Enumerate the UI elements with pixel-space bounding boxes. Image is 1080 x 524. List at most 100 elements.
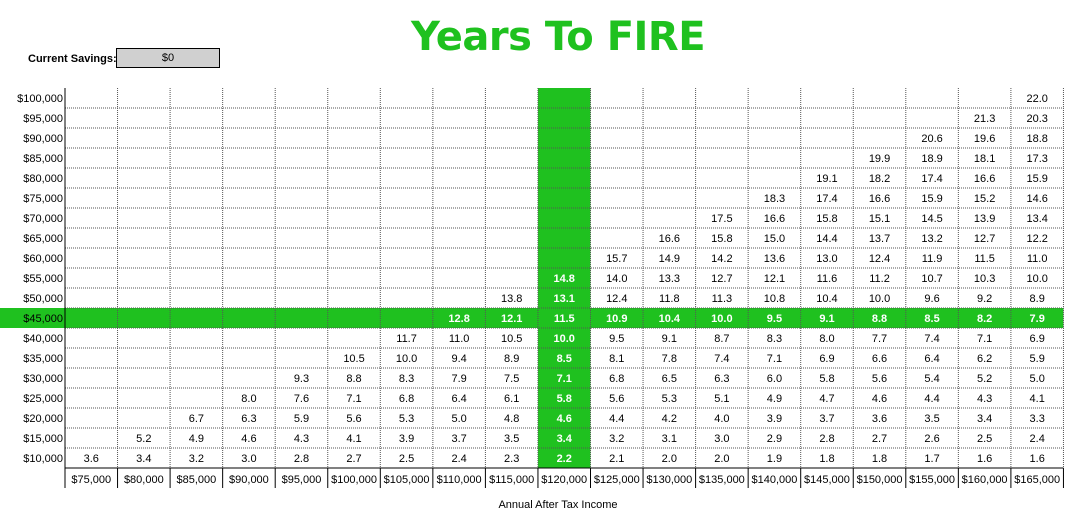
cell-value: 5.8 bbox=[819, 373, 834, 385]
current-savings-label: Current Savings: bbox=[28, 53, 117, 65]
chart-title: Years To FIRE bbox=[410, 14, 706, 60]
cell-value: 8.8 bbox=[346, 373, 361, 385]
cell-value: 13.6 bbox=[764, 253, 785, 265]
highlight-row bbox=[0, 308, 1064, 328]
cell-value: 1.6 bbox=[1030, 453, 1045, 465]
cell-value: 8.5 bbox=[924, 313, 939, 325]
cell-value: 20.3 bbox=[1026, 113, 1047, 125]
cell-value: 5.9 bbox=[1030, 353, 1045, 365]
cell-value: 5.2 bbox=[136, 433, 151, 445]
cell-value: 2.5 bbox=[399, 453, 414, 465]
cell-value: 8.5 bbox=[557, 353, 572, 365]
cell-value: 19.1 bbox=[816, 173, 837, 185]
cell-value: 2.8 bbox=[819, 433, 834, 445]
highlight-column bbox=[537, 88, 591, 468]
cell-value: 11.7 bbox=[396, 333, 417, 345]
y-tick-label: $55,000 bbox=[23, 273, 63, 285]
cell-value: 6.7 bbox=[189, 413, 204, 425]
cell-value: 8.9 bbox=[504, 353, 519, 365]
y-tick-label: $100,000 bbox=[17, 93, 63, 105]
cell-value: 18.8 bbox=[1026, 133, 1047, 145]
x-tick-label: $135,000 bbox=[699, 474, 745, 486]
x-tick-label: $145,000 bbox=[804, 474, 850, 486]
cell-value: 7.8 bbox=[662, 353, 677, 365]
cell-value: 10.5 bbox=[501, 333, 522, 345]
cell-value: 3.5 bbox=[924, 413, 939, 425]
cell-value: 11.0 bbox=[449, 333, 470, 345]
x-tick-label: $115,000 bbox=[489, 474, 534, 486]
current-savings-input[interactable]: $0 bbox=[116, 48, 220, 68]
cell-value: 16.6 bbox=[869, 193, 890, 205]
cell-value: 2.0 bbox=[714, 453, 729, 465]
cell-value: 5.1 bbox=[714, 393, 729, 405]
cell-value: 7.7 bbox=[872, 333, 887, 345]
y-tick-label: $90,000 bbox=[23, 133, 63, 145]
cell-value: 8.1 bbox=[609, 353, 624, 365]
cell-value: 1.8 bbox=[819, 453, 834, 465]
cell-value: 9.2 bbox=[977, 293, 992, 305]
cell-value: 9.4 bbox=[451, 353, 466, 365]
cell-value: 4.9 bbox=[189, 433, 204, 445]
cell-value: 8.9 bbox=[1030, 293, 1045, 305]
y-tick-label: $80,000 bbox=[23, 173, 63, 185]
cell-value: 15.2 bbox=[974, 193, 995, 205]
cell-value: 3.0 bbox=[714, 433, 729, 445]
cell-value: 4.1 bbox=[346, 433, 361, 445]
cell-value: 5.6 bbox=[346, 413, 361, 425]
cell-value: 2.0 bbox=[662, 453, 677, 465]
y-tick-label: $95,000 bbox=[23, 113, 63, 125]
cell-value: 20.6 bbox=[921, 133, 942, 145]
cell-value: 7.4 bbox=[714, 353, 729, 365]
cell-value: 12.1 bbox=[501, 313, 522, 325]
cell-value: 11.8 bbox=[659, 293, 680, 305]
cell-value: 14.6 bbox=[1026, 193, 1047, 205]
cell-value: 15.9 bbox=[1026, 173, 1047, 185]
cell-value: 6.8 bbox=[399, 393, 414, 405]
cell-value: 11.0 bbox=[1027, 253, 1048, 265]
x-tick-label: $130,000 bbox=[646, 474, 692, 486]
cell-value: 10.5 bbox=[343, 353, 364, 365]
cell-value: 18.9 bbox=[921, 153, 942, 165]
cell-value: 7.1 bbox=[977, 333, 992, 345]
x-tick-label: $90,000 bbox=[229, 474, 269, 486]
cell-value: 4.0 bbox=[714, 413, 729, 425]
cell-value: 11.6 bbox=[817, 273, 838, 285]
cell-value: 6.3 bbox=[714, 373, 729, 385]
x-tick-label: $165,000 bbox=[1014, 474, 1060, 486]
cell-value: 12.2 bbox=[1026, 233, 1047, 245]
x-tick-label: $120,000 bbox=[541, 474, 587, 486]
cell-value: 21.3 bbox=[974, 113, 995, 125]
cell-value: 6.5 bbox=[662, 373, 677, 385]
cell-value: 12.7 bbox=[711, 273, 732, 285]
cell-value: 10.0 bbox=[554, 333, 575, 345]
cell-value: 14.2 bbox=[711, 253, 732, 265]
cell-value: 6.3 bbox=[241, 413, 256, 425]
cell-value: 7.1 bbox=[346, 393, 361, 405]
cell-value: 10.4 bbox=[659, 313, 681, 325]
cell-value: 16.6 bbox=[764, 213, 785, 225]
cell-value: 19.6 bbox=[974, 133, 995, 145]
cell-value: 9.5 bbox=[767, 313, 782, 325]
cell-value: 10.8 bbox=[764, 293, 785, 305]
cell-value: 8.3 bbox=[399, 373, 414, 385]
cell-value: 11.9 bbox=[922, 253, 943, 265]
y-tick-label: $10,000 bbox=[23, 453, 63, 465]
y-tick-label: $25,000 bbox=[23, 393, 63, 405]
cell-value: 2.7 bbox=[872, 433, 887, 445]
y-tick-label: $75,000 bbox=[23, 193, 63, 205]
cell-value: 17.3 bbox=[1026, 153, 1047, 165]
cell-value: 5.6 bbox=[872, 373, 887, 385]
cell-value: 5.3 bbox=[399, 413, 414, 425]
x-tick-label: $95,000 bbox=[282, 474, 322, 486]
cell-value: 3.9 bbox=[399, 433, 414, 445]
cell-value: 13.1 bbox=[554, 293, 575, 305]
cell-value: 10.0 bbox=[396, 353, 417, 365]
y-tick-label: $45,000 bbox=[23, 313, 63, 325]
cell-value: 4.7 bbox=[819, 393, 834, 405]
y-tick-label: $65,000 bbox=[23, 233, 63, 245]
cell-value: 6.8 bbox=[609, 373, 624, 385]
x-tick-label: $125,000 bbox=[594, 474, 640, 486]
cell-value: 13.3 bbox=[659, 273, 680, 285]
cell-value: 6.0 bbox=[767, 373, 782, 385]
cell-value: 17.5 bbox=[711, 213, 732, 225]
